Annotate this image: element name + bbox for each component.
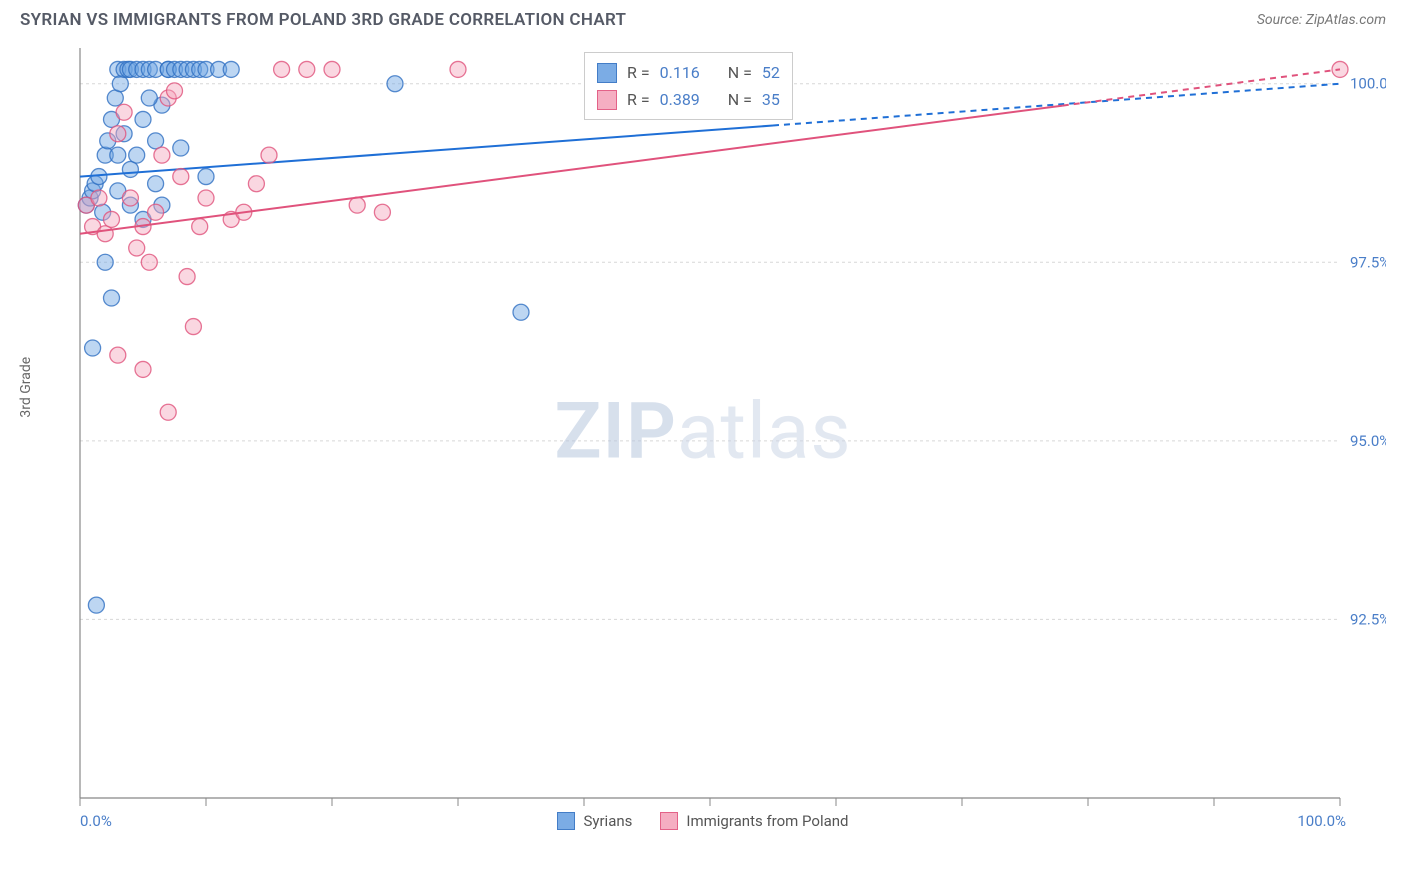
correlation-stats-box: R = 0.116 N = 52 R = 0.389 N = 35 bbox=[584, 52, 793, 120]
r-label: R = bbox=[627, 59, 650, 86]
stats-swatch-2 bbox=[597, 90, 617, 110]
chart-container: 3rd Grade ZIPatlas 92.5%95.0%97.5%100.0%… bbox=[20, 38, 1386, 858]
svg-text:92.5%: 92.5% bbox=[1350, 610, 1386, 628]
n-value-1: 52 bbox=[762, 59, 780, 86]
y-axis-label: 3rd Grade bbox=[18, 357, 34, 418]
r-value-2: 0.389 bbox=[660, 86, 700, 113]
legend-item-2: Immigrants from Poland bbox=[660, 812, 848, 830]
legend-item-1: Syrians bbox=[557, 812, 632, 830]
source-label: Source: ZipAtlas.com bbox=[1257, 12, 1386, 28]
r-value-1: 0.116 bbox=[660, 59, 700, 86]
svg-text:95.0%: 95.0% bbox=[1350, 432, 1386, 450]
legend-swatch-1 bbox=[557, 812, 575, 830]
bottom-legend: Syrians Immigrants from Poland bbox=[20, 812, 1386, 830]
n-label: N = bbox=[728, 59, 752, 86]
scatter-plot: 92.5% 95.0% 97.5% 100.0% bbox=[20, 38, 1386, 838]
n-label: N = bbox=[728, 86, 752, 113]
stats-swatch-1 bbox=[597, 63, 617, 83]
svg-text:97.5%: 97.5% bbox=[1350, 253, 1386, 271]
r-label: R = bbox=[627, 86, 650, 113]
stats-row-series2: R = 0.389 N = 35 bbox=[597, 86, 780, 113]
legend-label-1: Syrians bbox=[583, 812, 632, 830]
n-value-2: 35 bbox=[762, 86, 780, 113]
stats-row-series1: R = 0.116 N = 52 bbox=[597, 59, 780, 86]
svg-text:100.0%: 100.0% bbox=[1350, 75, 1386, 93]
chart-title: SYRIAN VS IMMIGRANTS FROM POLAND 3RD GRA… bbox=[20, 10, 626, 30]
legend-label-2: Immigrants from Poland bbox=[686, 812, 848, 830]
legend-swatch-2 bbox=[660, 812, 678, 830]
chart-header: SYRIAN VS IMMIGRANTS FROM POLAND 3RD GRA… bbox=[0, 0, 1406, 38]
